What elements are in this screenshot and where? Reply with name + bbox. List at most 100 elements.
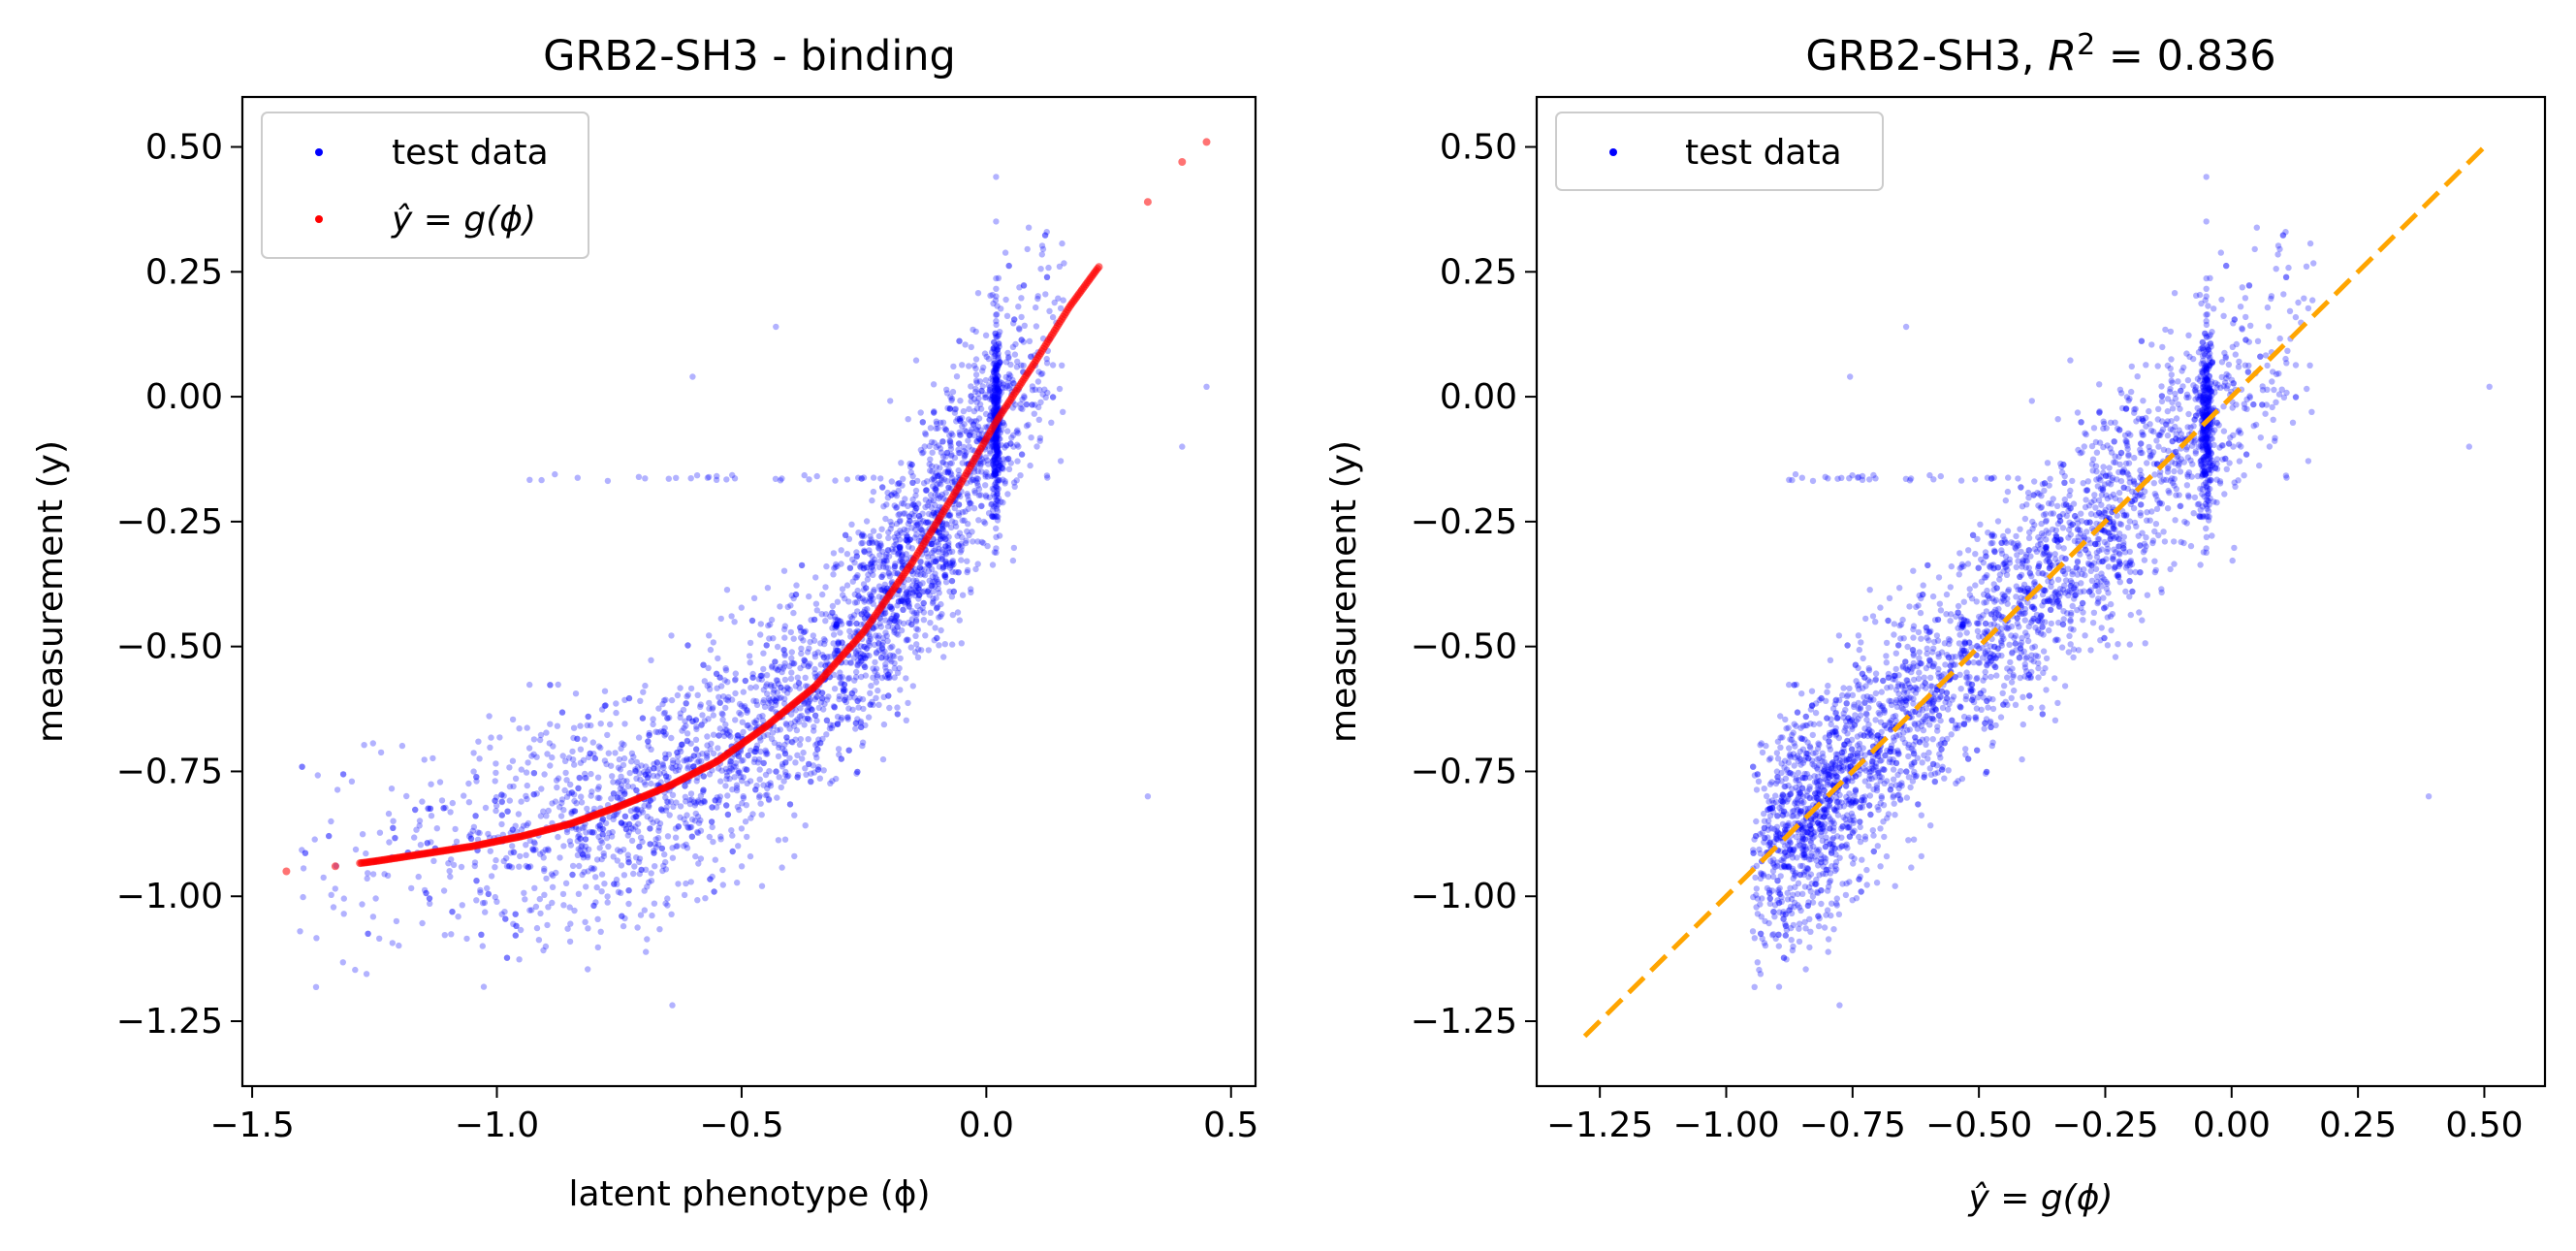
data-point	[865, 714, 873, 721]
data-point	[781, 634, 788, 641]
data-point	[836, 618, 843, 625]
data-point	[525, 864, 532, 871]
data-point	[1004, 455, 1012, 463]
data-point	[2164, 432, 2172, 439]
data-point	[935, 425, 941, 432]
data-point	[946, 512, 954, 520]
data-point	[1045, 264, 1052, 272]
data-point	[941, 573, 949, 581]
data-point	[584, 853, 591, 861]
data-point	[972, 356, 980, 363]
data-point	[884, 564, 892, 571]
data-point	[834, 713, 842, 721]
data-point	[687, 879, 694, 885]
data-point	[700, 786, 707, 793]
data-point	[963, 449, 970, 456]
data-point	[890, 490, 898, 497]
data-point	[1203, 383, 1210, 390]
data-point	[1018, 337, 1025, 343]
data-point	[2270, 416, 2276, 423]
data-point	[568, 810, 575, 818]
data-point	[1021, 322, 1029, 329]
data-point	[837, 674, 843, 681]
data-point	[480, 983, 488, 990]
data-point	[927, 609, 934, 616]
data-point	[385, 810, 393, 818]
data-point	[869, 497, 875, 504]
data-point	[955, 569, 962, 576]
data-point	[1049, 362, 1057, 369]
data-point	[866, 539, 873, 546]
data-point	[845, 620, 853, 627]
data-point	[929, 549, 936, 557]
data-point	[958, 557, 965, 563]
data-point	[925, 647, 932, 654]
data-point	[938, 611, 945, 618]
data-point	[724, 792, 731, 799]
data-point	[803, 771, 810, 778]
data-point	[1905, 837, 1912, 844]
data-point	[614, 881, 620, 887]
data-point	[935, 585, 941, 593]
data-point	[812, 751, 819, 757]
data-point	[796, 685, 803, 691]
data-point	[913, 626, 920, 632]
data-point	[860, 705, 867, 713]
data-point	[423, 889, 429, 897]
data-point	[947, 438, 954, 445]
data-point	[753, 717, 760, 724]
data-point	[628, 837, 636, 845]
data-point	[763, 751, 770, 757]
data-point	[882, 554, 889, 561]
data-point	[723, 776, 730, 783]
data-point	[730, 763, 737, 770]
data-point	[449, 909, 456, 915]
data-point	[892, 536, 900, 544]
data-point	[914, 626, 922, 633]
data-point	[662, 807, 670, 814]
data-point	[719, 882, 726, 888]
data-point	[964, 491, 970, 497]
data-point	[582, 770, 588, 778]
data-point	[455, 914, 461, 920]
data-point	[620, 922, 627, 930]
data-point	[2292, 313, 2300, 321]
data-point	[939, 419, 947, 426]
data-point	[440, 805, 447, 812]
data-point	[922, 497, 929, 503]
left-legend-label-fit: ŷ = g(ϕ)	[391, 200, 536, 240]
data-point	[1059, 240, 1065, 247]
data-point	[634, 924, 641, 931]
data-point	[912, 618, 920, 625]
data-point	[900, 620, 907, 627]
data-point	[770, 695, 777, 702]
data-point	[853, 549, 860, 556]
data-point	[820, 767, 827, 774]
data-point	[2167, 328, 2175, 336]
data-point	[960, 407, 968, 415]
data-point	[994, 395, 1001, 402]
data-point	[834, 598, 842, 605]
data-point	[1019, 405, 1026, 412]
data-point	[962, 341, 969, 348]
data-point	[682, 793, 689, 800]
data-point	[620, 847, 627, 853]
data-point	[796, 741, 804, 748]
data-point	[930, 483, 937, 490]
data-point	[874, 649, 880, 656]
data-point	[616, 755, 623, 763]
data-point	[870, 571, 876, 578]
data-point	[896, 619, 903, 626]
data-point	[485, 830, 492, 838]
data-point	[1808, 688, 1816, 694]
data-point	[524, 821, 530, 829]
data-point	[973, 379, 980, 386]
data-point	[636, 843, 643, 850]
data-point	[992, 378, 999, 386]
data-point	[1018, 295, 1025, 302]
data-point	[968, 589, 974, 596]
data-point	[866, 547, 873, 554]
data-point	[992, 374, 1000, 382]
data-point	[735, 753, 742, 759]
data-point	[1005, 370, 1013, 378]
